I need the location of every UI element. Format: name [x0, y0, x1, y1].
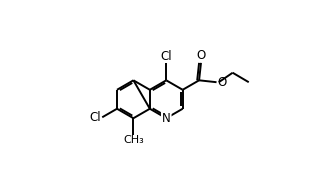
Text: Cl: Cl: [160, 50, 172, 63]
Text: CH₃: CH₃: [123, 135, 144, 145]
Text: O: O: [196, 49, 206, 62]
Text: Cl: Cl: [90, 111, 101, 124]
Text: O: O: [217, 76, 226, 89]
Text: N: N: [162, 112, 171, 125]
